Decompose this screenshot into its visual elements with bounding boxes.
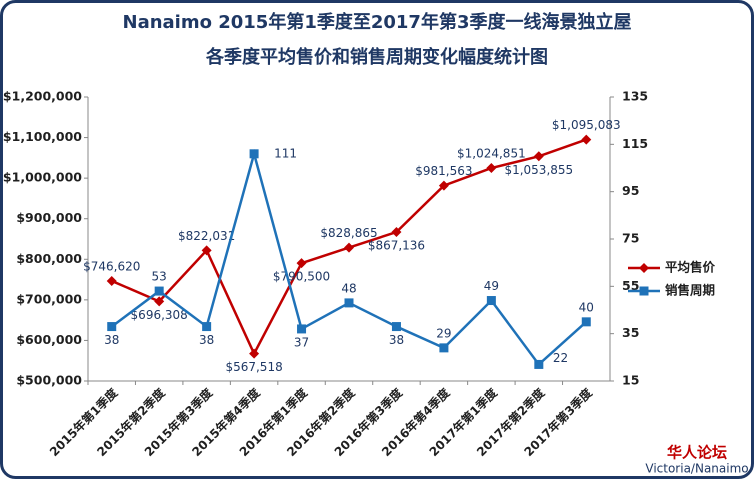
marker: [486, 296, 496, 306]
value-label: 22: [553, 351, 568, 365]
marker: [439, 343, 449, 353]
marker: [581, 317, 591, 327]
marker: [391, 227, 402, 238]
value-label: $1,024,851: [457, 147, 526, 161]
value-label: 37: [294, 335, 309, 349]
y2-tick-label: 115: [622, 136, 648, 151]
value-label: $828,865: [320, 226, 377, 240]
legend-label: 平均售价: [665, 260, 716, 275]
marker: [201, 245, 212, 256]
y-tick-label: $900,000: [16, 210, 82, 225]
y2-tick-label: 135: [622, 89, 648, 104]
value-label: $981,563: [415, 164, 472, 178]
y2-tick-label: 95: [622, 183, 639, 198]
value-label: 111: [274, 146, 297, 160]
legend-label: 销售周期: [665, 283, 715, 298]
value-label: 49: [484, 279, 499, 293]
marker: [249, 348, 260, 359]
chart-subtitle: 各季度平均售价和销售周期变化幅度统计图: [205, 46, 548, 68]
value-label: $1,095,083: [552, 118, 621, 132]
y-tick-label: $600,000: [16, 332, 82, 347]
value-label: 38: [199, 333, 214, 347]
footer-text: Victoria/Nanaimo: [645, 462, 748, 476]
marker: [533, 151, 544, 162]
value-label: $790,500: [273, 270, 330, 284]
y-tick-label: $1,100,000: [3, 129, 82, 144]
marker: [581, 134, 592, 145]
value-label: 29: [436, 326, 451, 340]
marker: [534, 359, 544, 369]
y-tick-label: $700,000: [16, 291, 82, 306]
marker: [344, 242, 354, 253]
marker: [249, 149, 259, 159]
value-label: 38: [104, 333, 119, 347]
marker: [486, 163, 497, 174]
marker: [344, 298, 354, 308]
y2-tick-label: 55: [622, 278, 639, 293]
value-label: 48: [341, 281, 356, 295]
y2-tick-label: 75: [622, 231, 639, 246]
value-label: 53: [152, 270, 167, 284]
marker: [202, 322, 212, 332]
legend-marker: [639, 286, 649, 296]
y-tick-label: $1,000,000: [3, 170, 82, 185]
value-label: $1,053,855: [504, 163, 573, 177]
y-tick-label: $1,200,000: [3, 89, 82, 104]
y2-tick-label: 15: [622, 373, 639, 388]
marker: [107, 322, 117, 332]
chart-title: Nanaimo 2015年第1季度至2017年第3季度一线海景独立屋: [123, 11, 632, 33]
marker: [154, 296, 165, 307]
marker: [438, 180, 449, 191]
value-label: $822,031: [178, 229, 235, 243]
y-tick-label: $500,000: [16, 373, 82, 388]
marker: [391, 322, 401, 332]
y2-tick-label: 35: [622, 325, 639, 340]
marker: [297, 324, 307, 334]
footer-logo: 华人论坛: [667, 444, 727, 462]
value-label: 38: [389, 333, 404, 347]
y-tick-label: $800,000: [16, 251, 82, 266]
marker: [296, 258, 307, 269]
value-label: $867,136: [368, 239, 425, 253]
legend-marker: [639, 263, 649, 273]
value-label: $567,518: [225, 360, 282, 374]
value-label: $746,620: [83, 259, 140, 273]
value-label: $696,308: [131, 308, 188, 322]
value-label: 40: [579, 300, 594, 314]
marker: [154, 286, 164, 296]
marker: [106, 275, 117, 286]
